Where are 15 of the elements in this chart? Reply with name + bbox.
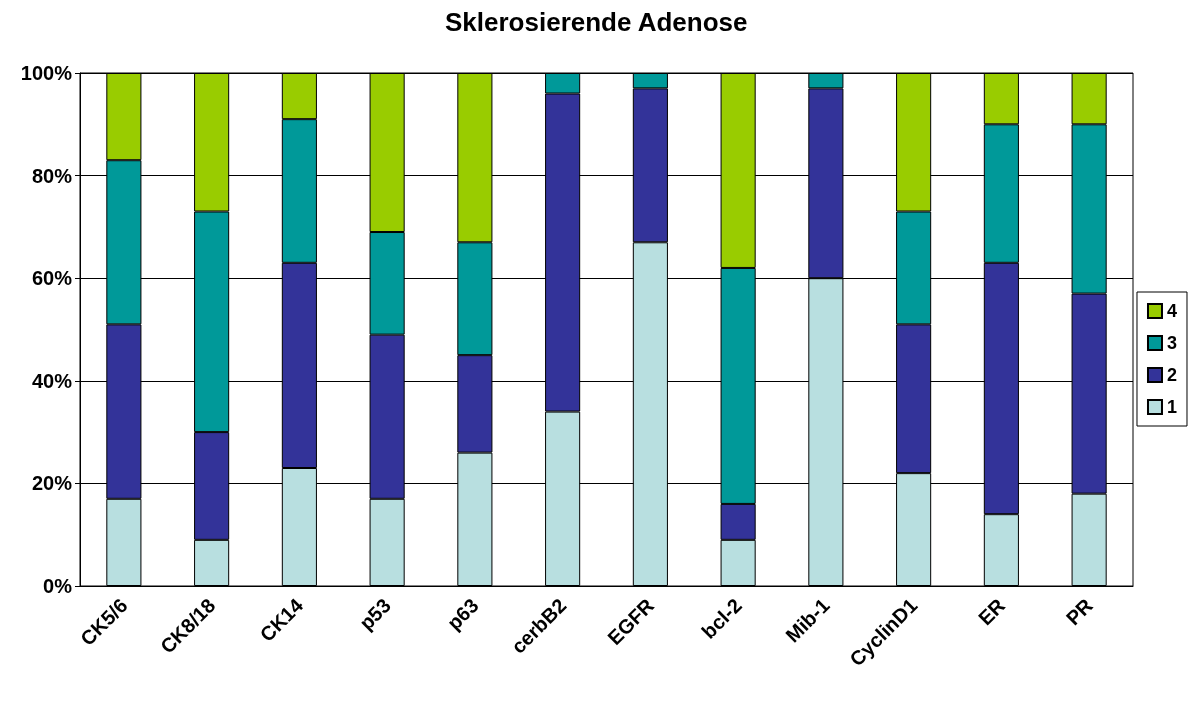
y-tick-label: 40% bbox=[31, 369, 73, 392]
y-tick-label: 20% bbox=[31, 472, 73, 495]
legend-label: 1 bbox=[1166, 397, 1177, 417]
chart-title: Sklerosierende Adenose bbox=[445, 7, 748, 37]
x-tick-label: PR bbox=[1061, 593, 1098, 630]
y-tick-label: 0% bbox=[43, 575, 73, 597]
x-tick-label: p53 bbox=[355, 594, 395, 635]
legend-label: 2 bbox=[1166, 365, 1177, 385]
x-tick-label: ER bbox=[973, 593, 1010, 630]
y-tick-label: 60% bbox=[31, 267, 73, 290]
y-tick-label: 100% bbox=[20, 62, 73, 84]
legend-label: 4 bbox=[1166, 301, 1177, 321]
x-tick-label: p63 bbox=[442, 594, 483, 635]
legend-label: 3 bbox=[1166, 333, 1177, 353]
y-tick-label: 80% bbox=[31, 164, 73, 187]
